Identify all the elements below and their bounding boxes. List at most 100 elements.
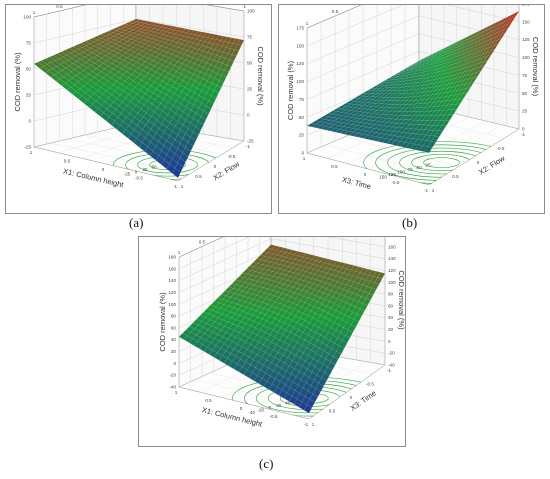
z-tick-right-b: 50	[522, 91, 528, 96]
front-left-tick-a: 1	[30, 150, 33, 155]
z-tick-left-c: 20	[171, 349, 177, 354]
surface-mesh-b	[306, 10, 520, 154]
front-right-tick-b: 0	[477, 160, 480, 165]
z-tick-right-c: 20	[388, 327, 394, 332]
z-tick-left-c: -20	[169, 373, 176, 378]
front-left-tick-a: 0	[102, 167, 105, 172]
z-axis-title-right-c: COD removal (%)	[397, 270, 405, 330]
front-right-tick-a: -0.5	[228, 154, 236, 159]
z-gridline-b	[306, 5, 520, 47]
z-tick-right-a: -25	[247, 139, 254, 144]
z-gridline-c	[178, 237, 386, 270]
contour-label-c: -20	[257, 408, 264, 413]
front-right-tick-c: 1	[312, 422, 315, 427]
floor-gridline-a	[153, 137, 227, 176]
caption-c: (c)	[259, 456, 274, 471]
front-left-tick-a: 0.5	[64, 159, 71, 164]
top-tick-left-b: 1	[306, 21, 309, 26]
front-left-tick-b: -1	[424, 188, 429, 193]
front-right-tick-b: 1	[432, 188, 435, 193]
z-tick-right-b: 100	[522, 55, 530, 60]
surface-cell	[193, 126, 201, 136]
z-tick-right-c: 180	[388, 237, 396, 238]
front-left-tick-c: -0.5	[270, 414, 278, 419]
z-tick-right-a: 75	[247, 35, 253, 40]
surface-cell	[345, 329, 353, 339]
z-tick-left-a: 50	[26, 67, 32, 72]
z-tick-left-b: 50	[299, 115, 305, 120]
z-tick-right-c: 160	[388, 244, 396, 249]
surface-cell	[371, 282, 380, 290]
surface-cell	[490, 43, 499, 52]
front-left-tick-c: 0	[240, 406, 243, 411]
front-left-tick-c: 1	[175, 390, 178, 395]
contour-label-c: -40	[248, 410, 255, 415]
z-tick-right-a: 50	[247, 61, 253, 66]
z-tick-right-c: 120	[388, 268, 396, 273]
top-tick-left-a: 1	[33, 10, 36, 15]
z-tick-left-c: -40	[169, 385, 176, 390]
z-tick-right-b: 0	[522, 127, 525, 132]
contour-label-a: 25	[142, 167, 148, 172]
front-left-tick-a: -0.5	[135, 176, 143, 181]
z-axis-title-left-a: COD removal (%)	[13, 52, 22, 112]
surface-cell	[172, 168, 181, 179]
front-left-tick-b: 0.5	[331, 164, 338, 169]
contour-label-b: 150	[379, 174, 387, 179]
front-right-tick-a: 0	[214, 164, 217, 169]
z-tick-left-b: 125	[296, 61, 304, 66]
surface-cell	[462, 87, 471, 94]
floor-gridline-b	[408, 124, 503, 180]
z-tick-left-c: 80	[171, 314, 177, 319]
z-tick-right-c: 80	[388, 292, 394, 297]
wall-top-edge-b	[306, 5, 362, 29]
front-left-tick-c: -1	[304, 422, 309, 427]
z-tick-left-b: 175	[296, 26, 304, 31]
contour-label-a: 50	[151, 165, 157, 170]
surface-mesh-c	[178, 244, 386, 414]
surface-cell	[353, 314, 362, 322]
front-right-tick-a: 0.5	[195, 174, 202, 179]
contour-label-c: 40	[285, 400, 291, 405]
z-tick-right-c: 100	[388, 280, 396, 285]
z-tick-left-b: 0	[301, 151, 304, 156]
front-left-tick-b: -0.5	[392, 180, 400, 185]
front-right-tick-c: 0	[350, 395, 353, 400]
front-left-tick-c: 0.5	[205, 398, 212, 403]
z-axis-title-left-b: COD removal (%)	[286, 60, 295, 120]
front-left-axis-title-b: X3: Time	[341, 175, 372, 191]
z-tick-right-c: 0	[388, 339, 391, 344]
surface-mesh-a	[33, 18, 245, 179]
top-tick-right-a: -1	[242, 5, 247, 9]
top-tick-left-b: 0.5	[332, 9, 339, 14]
wall-top-edge-c	[178, 237, 224, 258]
front-right-tick-b: -0.5	[497, 146, 505, 151]
contour-label-b: 50	[417, 165, 423, 170]
z-tick-right-c: 140	[388, 256, 396, 261]
z-tick-left-c: 60	[171, 325, 177, 330]
contour-label-a: 0	[135, 169, 138, 174]
contour-label-b: 125	[388, 172, 396, 177]
z-axis-title-right-a: COD removal (%)	[256, 46, 265, 106]
surface-cell	[350, 319, 359, 328]
top-tick-left-c: 0.5	[199, 240, 206, 245]
z-tick-right-b: 75	[522, 73, 528, 78]
wall-top-edge-a	[33, 5, 245, 18]
front-right-tick-c: -1	[387, 368, 392, 373]
front-right-tick-a: -1	[246, 144, 251, 149]
z-tick-left-c: 120	[168, 290, 176, 295]
z-tick-left-a: 100	[23, 15, 31, 20]
z-axis-title-left-c: COD removal (%)	[158, 292, 167, 352]
z-tick-right-c: 60	[388, 303, 394, 308]
front-right-axis-title-a: X2: Flow	[211, 159, 241, 182]
front-right-tick-a: 1	[181, 184, 184, 189]
surface-plot-c: 1801801601601401401201201001008080606040…	[138, 236, 406, 447]
contour-label-b: 100	[397, 170, 405, 175]
contour-label-c: 20	[276, 403, 282, 408]
contour-label-b: 25	[426, 162, 432, 167]
z-tick-left-c: 140	[168, 278, 176, 283]
z-tick-left-a: 75	[26, 41, 32, 46]
top-tick-left-c: 1	[178, 250, 181, 255]
surface-cell	[424, 146, 433, 154]
front-right-tick-c: -0.5	[366, 382, 374, 387]
